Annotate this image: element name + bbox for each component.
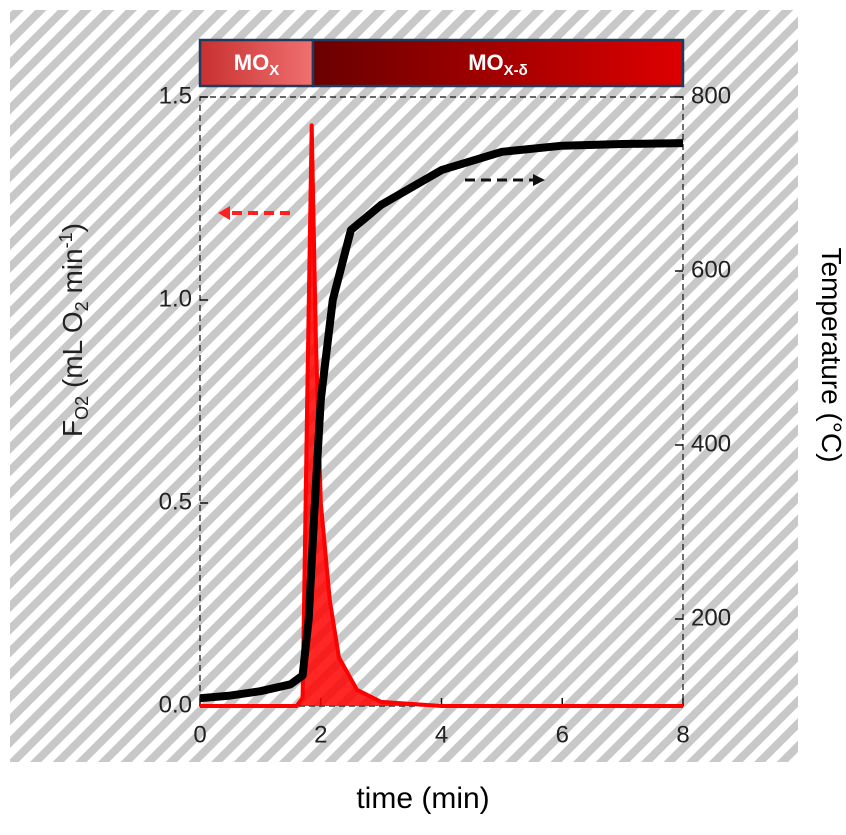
right-arrow-head [533, 174, 545, 186]
phase-label: MOX [234, 50, 279, 79]
x-axis-label: time (min) [356, 782, 489, 815]
phase-segment [198, 38, 315, 88]
y-tick-label: 1.5 [159, 82, 192, 109]
phase-bar: MOX MOX-δ [198, 38, 685, 88]
y-tick-label: 0.5 [159, 488, 192, 515]
phase-segment [311, 38, 685, 88]
hatched-background [10, 10, 798, 762]
line [200, 123, 683, 708]
phase-label-sub: X [269, 62, 279, 79]
x-tick-label: 6 [556, 721, 569, 748]
phase-label: MOX-δ [468, 50, 528, 79]
y-axis-label: FO2 (mL O2 min-1) [56, 223, 92, 437]
x-tick-label: 4 [435, 721, 448, 748]
x-tick-label: 8 [676, 721, 689, 748]
phase-label-main: MO [234, 50, 269, 75]
y-tick-label: 0.0 [159, 691, 192, 718]
area [200, 125, 683, 706]
y2-tick-label: 400 [691, 430, 731, 457]
y2-tick-label: 800 [691, 82, 731, 109]
line [199, 139, 684, 703]
phase-label-main: MO [468, 50, 503, 75]
phase-label-sub: X-δ [504, 62, 528, 79]
x-tick-label: 0 [193, 721, 206, 748]
x-tick-label: 2 [314, 721, 327, 748]
y-tick-label: 1.0 [159, 285, 192, 312]
y2-tick-label: 200 [691, 604, 731, 631]
left-arrow-head [218, 206, 230, 220]
y2-axis-label: Temperature (°C) [816, 247, 846, 462]
y2-tick-label: 600 [691, 256, 731, 283]
